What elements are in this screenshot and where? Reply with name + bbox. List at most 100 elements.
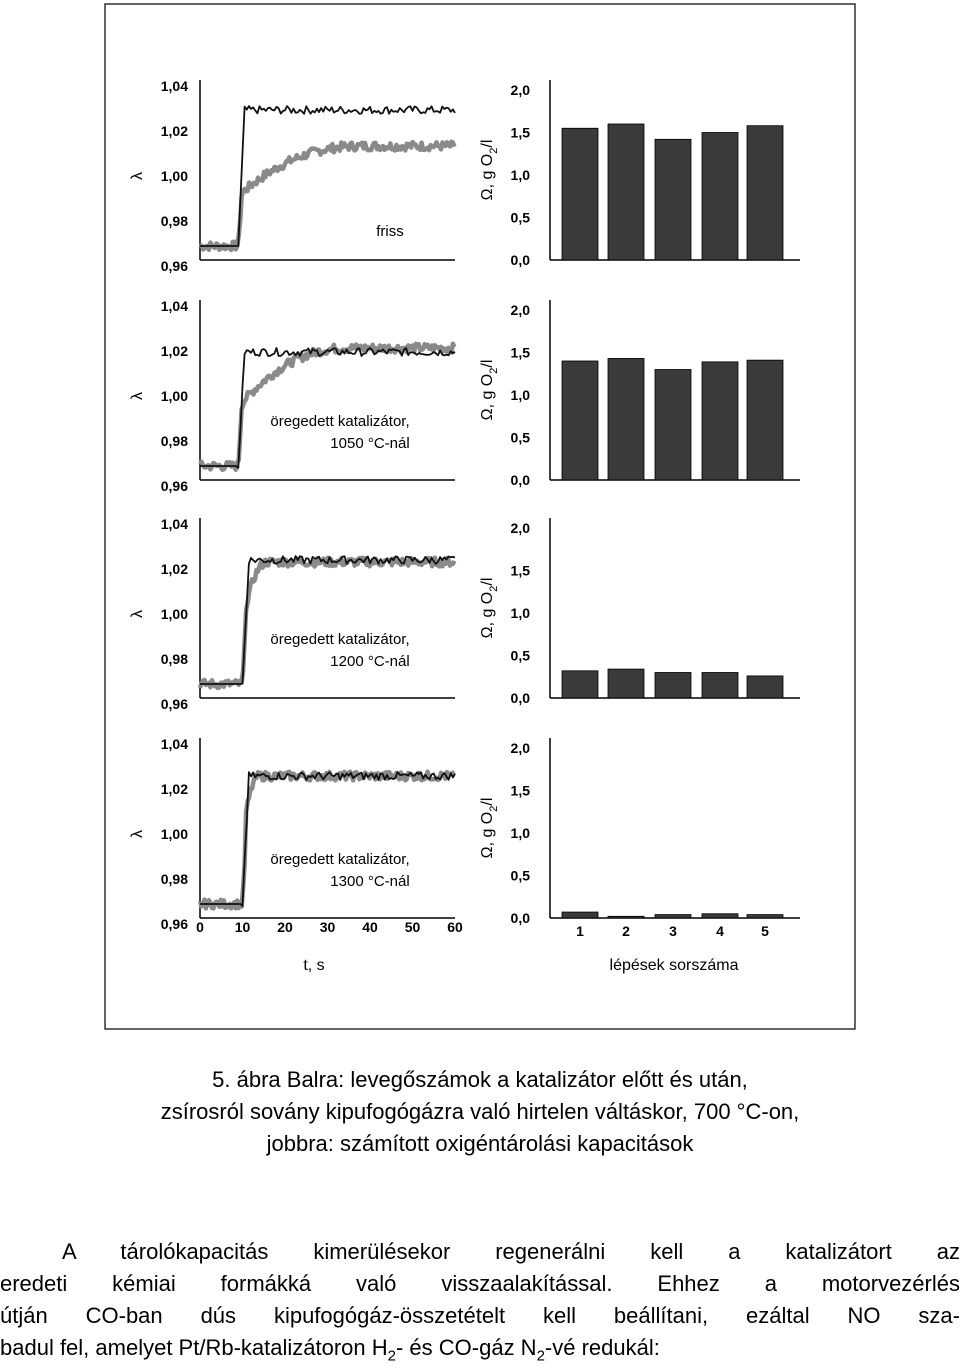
x-tick-label: 3 (669, 923, 677, 939)
x-tick-label: 20 (277, 919, 293, 935)
series-line-gray (198, 341, 457, 472)
bar (746, 914, 784, 919)
y-tick-label: 1,5 (511, 125, 531, 141)
y-tick-label: 1,0 (511, 605, 531, 621)
bar (701, 913, 739, 919)
y-axis-title-part: /l (479, 798, 496, 806)
series-line-gray (197, 555, 457, 691)
x-tick-label: 5 (761, 923, 769, 939)
x-tick-label: 2 (622, 923, 630, 939)
series-line-gray (199, 139, 457, 253)
bar-panel: 2,01,51,00,50,0Ω, g O2/l1 2 3 4 5 (479, 738, 800, 939)
body-line: eredeti kémiai formákká való visszaalakí… (0, 1271, 960, 1296)
panel-label: 1050 °C-nál (330, 435, 409, 452)
series-line-black (200, 555, 456, 685)
x-tick-label: 50 (405, 919, 421, 935)
y-axis-title: λ (129, 172, 146, 180)
bar (746, 125, 784, 261)
body-paragraph: A tárolókapacitás kimerülésekor regenerá… (0, 1236, 960, 1372)
body-text-segment: -vé redukál: (544, 1335, 660, 1360)
x-tick-label: 1 (576, 923, 584, 939)
y-tick-label: 0,98 (161, 213, 188, 229)
bar (607, 915, 645, 919)
y-tick-label: 0,5 (511, 648, 531, 664)
x-tick-label: 0 (196, 919, 204, 935)
y-tick-label: 2,0 (511, 82, 531, 98)
line-panel: 1,04 1,02 1,00 0,98 0,96 λ öregedett katalizát… (129, 298, 457, 494)
y-axis-title-part: /l (479, 140, 496, 148)
y-tick-label: 0,96 (161, 696, 188, 712)
series-line-black (200, 347, 456, 469)
bar (746, 675, 784, 699)
y-tick-label: 1,0 (511, 387, 531, 403)
x-tick-label: 30 (320, 919, 336, 935)
y-tick-label: 1,00 (161, 826, 188, 842)
y-axis-title: Ω, g O2/l (479, 140, 500, 201)
bar-panel: 2,0 1,5 1,0 0,5 0,0 Ω, g O2/l (479, 518, 800, 706)
y-axis-title-part: Ω, g O (479, 154, 496, 201)
y-tick-label: 1,04 (161, 78, 188, 94)
bar (701, 361, 739, 481)
y-tick-label: 0,0 (511, 252, 531, 268)
bar (561, 911, 599, 919)
line-panel: 1,04 1,02 1,00 0,98 0,96 λ öregedett katalizát… (129, 516, 457, 712)
left-line-panels: 1,04 1,02 1,00 0,98 0,96 λ friss 1,04 1,02 1,00 0,… (129, 78, 463, 935)
caption-line: 5. ábra Balra: levegőszámok a katalizáto… (212, 1067, 748, 1092)
y-tick-label: 0,0 (511, 472, 531, 488)
figure-caption: 5. ábra Balra: levegőszámok a katalizáto… (20, 1064, 940, 1160)
y-tick-label: 0,98 (161, 433, 188, 449)
y-tick-label: 1,04 (161, 298, 188, 314)
panel-label: friss (376, 223, 404, 240)
bar (607, 123, 645, 261)
bar (561, 127, 599, 261)
body-line: útján CO-ban dús kipufogógáz-összetételt… (0, 1303, 960, 1328)
right-bar-panels: 2,01,51,00,50,0Ω, g O2/l2,01,51,00,50,0Ω… (479, 80, 800, 939)
y-axis-title: Ω, g O2/l (479, 798, 500, 859)
y-tick-label: 1,00 (161, 388, 188, 404)
bar (561, 360, 599, 481)
y-tick-label: 1,04 (161, 736, 188, 752)
body-text-segment: - és CO-gáz N (395, 1335, 537, 1360)
panel-label: 1200 °C-nál (330, 653, 409, 670)
y-axis-title-subscript: 2 (488, 806, 500, 812)
bar-panel: 2,0 1,5 1,0 0,5 0,0 Ω, g O2/l (479, 300, 800, 488)
y-tick-label: 1,5 (511, 783, 531, 799)
x-tick-label: 10 (235, 919, 251, 935)
y-tick-label: 1,0 (511, 825, 531, 841)
panel-label: öregedett katalizátor, (270, 631, 409, 648)
caption-line: zsírosról sovány kipufogógázra való hirt… (160, 1099, 800, 1124)
line-panel: 1,04 1,02 1,00 0,98 0,96 λ friss (129, 78, 457, 274)
y-tick-label: 0,5 (511, 210, 531, 226)
y-tick-label: 2,0 (511, 520, 531, 536)
y-axis-title: λ (129, 610, 146, 618)
series-line-gray (197, 769, 456, 911)
y-axis-title-subscript: 2 (488, 586, 500, 592)
y-tick-label: 0,0 (511, 910, 531, 926)
y-tick-label: 1,02 (161, 561, 188, 577)
right-x-axis-title: lépések sorszáma (610, 957, 739, 974)
y-tick-label: 1,00 (161, 168, 188, 184)
bar (701, 672, 739, 699)
y-axis-title: λ (129, 830, 146, 838)
y-axis-title: Ω, g O2/l (479, 360, 500, 421)
left-x-axis-title: t, s (303, 957, 324, 974)
figure: 1,041,021,000,980,96λfriss1,041,021,000,… (104, 3, 856, 1030)
y-tick-label: 1,00 (161, 606, 188, 622)
x-tick-label: 60 (447, 919, 463, 935)
panel-label: 1300 °C-nál (330, 873, 409, 890)
y-tick-label: 0,96 (161, 916, 188, 932)
y-tick-label: 1,0 (511, 167, 531, 183)
x-tick-label: 40 (362, 919, 378, 935)
series-line-black (200, 771, 456, 907)
figure-frame (104, 3, 856, 1030)
y-tick-label: 1,5 (511, 345, 531, 361)
bar-panel: 2,0 1,5 1,0 0,5 0,0 Ω, g O2/l (479, 80, 800, 268)
y-axis-title-part: Ω, g O (479, 812, 496, 859)
bar (607, 358, 645, 481)
y-tick-label: 1,5 (511, 563, 531, 579)
caption-line: jobbra: számított oxigéntárolási kapacit… (266, 1131, 694, 1156)
panel-label: öregedett katalizátor, (270, 413, 409, 430)
bar (561, 670, 599, 699)
y-tick-label: 0,96 (161, 478, 188, 494)
y-axis-title-subscript: 2 (488, 148, 500, 154)
